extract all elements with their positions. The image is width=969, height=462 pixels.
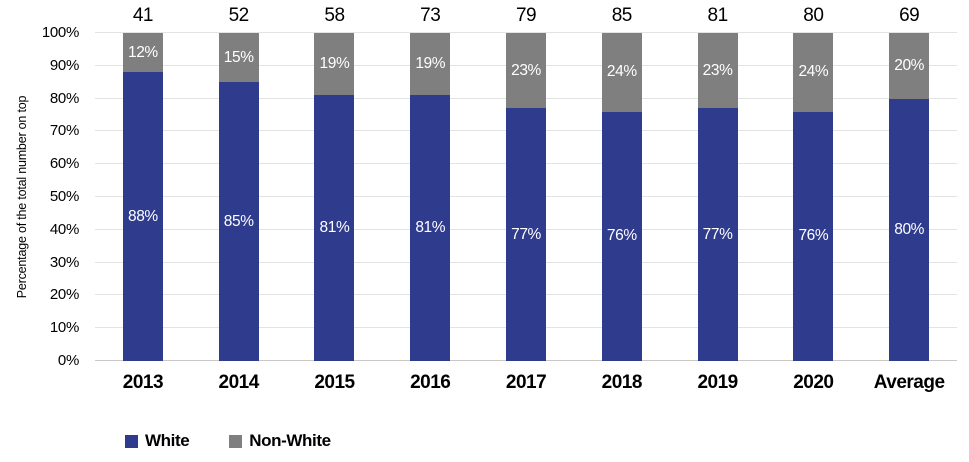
bar-total-label: 85 bbox=[611, 5, 633, 26]
bar-segment-white: 81% bbox=[410, 95, 451, 361]
y-tick-label: 30% bbox=[49, 253, 79, 271]
bar-segment-white: 77% bbox=[506, 108, 547, 361]
bar-segment-white: 76% bbox=[793, 111, 834, 361]
bar-segment-nonwhite: 23% bbox=[506, 33, 547, 109]
bar-segment-white: 85% bbox=[218, 82, 259, 361]
gridline bbox=[95, 32, 957, 33]
bar-segment-white: 77% bbox=[697, 108, 738, 361]
bar-segment-nonwhite: 15% bbox=[218, 33, 259, 83]
bar-stack: 76% 24% bbox=[601, 33, 642, 361]
y-tick-label: 80% bbox=[49, 89, 79, 107]
x-axis: 2013 2014 2015 2016 2017 2018 2019 2020 Average bbox=[95, 372, 957, 398]
y-tick-label: 20% bbox=[49, 286, 79, 304]
y-tick-label: 0% bbox=[57, 352, 79, 369]
bar-total-label: 41 bbox=[132, 5, 154, 26]
legend-label: Non-White bbox=[249, 431, 331, 450]
bar-column: 58 81% 19% bbox=[287, 5, 383, 361]
bar-segment-white: 80% bbox=[889, 98, 930, 361]
legend: White Non-White bbox=[125, 431, 331, 451]
bar-column: 81 77% 23% bbox=[670, 5, 766, 361]
bar-segment-nonwhite: 20% bbox=[889, 33, 930, 99]
bar-stack: 81% 19% bbox=[410, 33, 451, 361]
bar-segment-white: 88% bbox=[122, 72, 163, 361]
bar-stack: 77% 23% bbox=[506, 33, 547, 361]
x-axis-label: 2013 bbox=[122, 372, 164, 393]
legend-swatch-icon bbox=[125, 434, 138, 448]
x-axis-label: 2017 bbox=[505, 372, 547, 393]
bar-total-label: 79 bbox=[515, 5, 537, 26]
x-axis-label: 2014 bbox=[218, 372, 260, 393]
y-tick-label: 100% bbox=[41, 24, 79, 41]
bar-columns: 41 88% 12% 52 85% 15% 58 81% 19% 73 81% 19% 79 77% 23%… bbox=[95, 5, 957, 361]
bar-column: 79 77% 23% bbox=[478, 5, 574, 361]
bar-stack: 77% 23% bbox=[697, 33, 738, 361]
bar-stack: 81% 19% bbox=[314, 33, 355, 361]
bar-stack: 85% 15% bbox=[218, 33, 259, 361]
bar-column: 69 80% 20% bbox=[861, 5, 957, 361]
y-tick-label: 90% bbox=[49, 56, 79, 74]
bar-column: 52 85% 15% bbox=[191, 5, 287, 361]
bar-column: 85 76% 24% bbox=[574, 5, 670, 361]
y-tick-label: 60% bbox=[49, 155, 79, 173]
bar-total-label: 69 bbox=[899, 5, 920, 26]
bar-column: 41 88% 12% bbox=[95, 5, 191, 361]
bar-segment-nonwhite: 19% bbox=[314, 33, 355, 96]
x-axis-label: 2018 bbox=[601, 372, 643, 393]
bar-stack: 88% 12% bbox=[122, 33, 163, 361]
y-tick-label: 50% bbox=[49, 188, 79, 205]
bar-segment-white: 81% bbox=[314, 95, 355, 361]
bar-segment-nonwhite: 24% bbox=[793, 33, 834, 112]
legend-item: White bbox=[125, 431, 190, 451]
bar-segment-nonwhite: 12% bbox=[122, 33, 163, 73]
bar-stack: 76% 24% bbox=[793, 33, 834, 361]
plot-area: 0% 10% 20% 30% 40% 50% 60% 70% 80% 90% 100% 41 88% 12… bbox=[42, 5, 957, 369]
legend-swatch-icon bbox=[229, 434, 243, 448]
y-tick-label: 40% bbox=[49, 220, 79, 238]
x-axis-label: 2016 bbox=[410, 372, 451, 393]
bar-segment-nonwhite: 19% bbox=[410, 33, 451, 96]
bar-segment-nonwhite: 24% bbox=[601, 33, 642, 112]
bar-column: 80 76% 24% bbox=[765, 5, 861, 361]
bar-segment-white: 76% bbox=[601, 111, 642, 361]
x-axis-label: 2015 bbox=[314, 372, 355, 393]
y-tick-label: 10% bbox=[49, 319, 79, 337]
bar-column: 73 81% 19% bbox=[382, 5, 478, 361]
bar-total-label: 73 bbox=[420, 5, 441, 26]
bar-stack: 80% 20% bbox=[889, 33, 930, 361]
x-axis-label: 2020 bbox=[793, 372, 834, 393]
bar-total-label: 80 bbox=[803, 5, 824, 26]
bar-total-label: 58 bbox=[324, 5, 345, 26]
bar-total-label: 81 bbox=[707, 5, 729, 26]
bar-segment-nonwhite: 23% bbox=[697, 33, 738, 109]
y-tick-label: 70% bbox=[49, 122, 79, 140]
x-axis-label: Average bbox=[873, 372, 945, 393]
legend-item: Non-White bbox=[229, 431, 331, 451]
bar-total-label: 52 bbox=[228, 5, 250, 26]
x-axis-label: 2019 bbox=[697, 372, 738, 393]
legend-label: White bbox=[145, 431, 190, 450]
